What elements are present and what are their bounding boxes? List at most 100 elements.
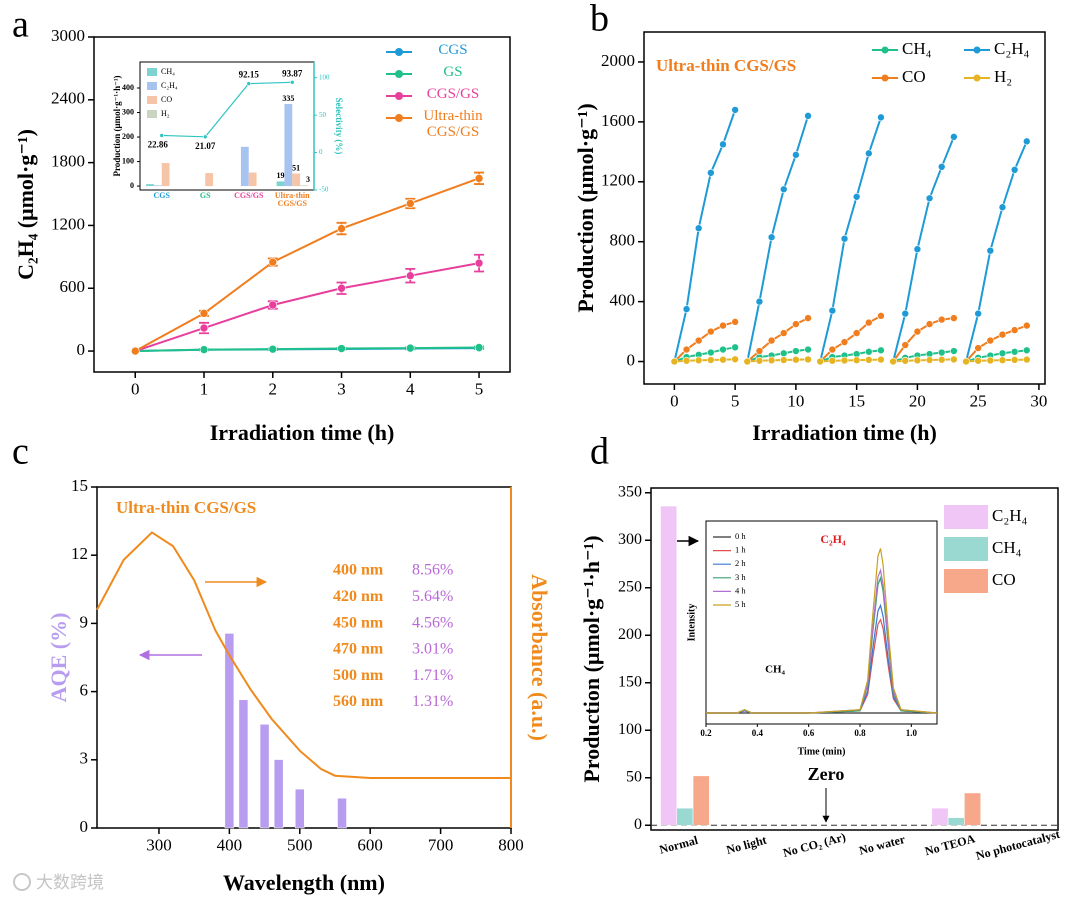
legend-label: CO [161,95,172,104]
marker [889,357,897,366]
marker [767,233,776,242]
x-tick-label: 3 [337,380,346,399]
legend-label-box: GS [443,65,463,80]
aqe-label: 5.64% [412,588,453,605]
y-tick-label: 6 [80,681,89,700]
legend-swatch [147,68,157,76]
marker [731,355,739,364]
x-tick-label: 600 [357,836,383,855]
wavelength-label: 450 nm [333,614,384,631]
marker [804,314,812,322]
series-line [819,117,882,362]
legend-label: H₂ [161,109,170,118]
series-line [706,603,938,714]
x-tick-label: No TEOA [923,831,977,858]
marker [682,305,691,313]
marker [998,356,1007,364]
legend-marker [395,92,403,100]
marker [974,356,982,365]
marker [682,356,691,365]
legend-label: GS [443,65,463,80]
y2-axis-label: Selectivity (%) [334,98,344,155]
marker [743,357,752,366]
x-tick-label: 500 [287,836,313,855]
panel-label: d [590,431,609,473]
legend-label: CH₄ [902,39,932,58]
marker [1022,321,1031,330]
value-label: 22.86 [148,140,169,150]
plot-frame [650,487,1059,831]
x-axis-label: Irradiation time (h) [752,420,937,445]
marker [731,318,739,326]
x-tick-label: 5 [731,392,740,411]
legend-label: CH₄ [161,67,175,76]
y-tick-label: 0 [80,817,89,836]
marker [289,80,295,85]
series-line [673,109,737,362]
marker [719,321,727,330]
legend-label: 0 h [735,531,746,541]
value-label: 21.07 [195,141,216,151]
marker [937,163,946,171]
marker [901,356,910,365]
x-tick-label: No light [725,833,768,857]
aqe-label: 1.71% [412,667,453,684]
marker [731,343,739,352]
legend-label: 4 h [735,585,746,595]
marker [199,323,209,333]
marker [474,258,484,268]
marker [337,224,346,233]
marker [913,327,922,336]
x-tick-label: Normal [658,833,700,857]
annotation: CH₄ [765,664,786,676]
x-tick-label: 0 [131,380,140,399]
x-tick-label: 0.2 [700,728,712,738]
marker [865,318,873,327]
aqe-label: 3.01% [412,641,453,658]
marker [755,347,764,355]
marker [707,169,715,177]
y2-tick-label: -50 [319,186,329,194]
x-tick-label: 2 [269,380,278,399]
wavelength-label: 420 nm [333,588,384,605]
marker [925,194,934,203]
y-tick-label: 100 [122,156,134,165]
marker [474,343,484,352]
marker [840,356,849,365]
legend-label: 3 h [735,572,746,582]
marker [792,355,800,364]
x-tick-label: 0.8 [854,728,866,738]
series-line [96,531,511,779]
x-axis-label: Wavelength (nm) [223,870,385,895]
x-tick-label: 0.4 [752,728,764,738]
marker [1010,347,1019,356]
marker [755,356,764,365]
x-axis-label: Irradiation time (h) [210,420,395,445]
legend-label: C₂H₄ [992,506,1028,525]
marker [804,345,812,354]
marker [828,345,837,354]
marker [694,336,703,345]
marker [731,106,739,114]
y-tick-label: 1800 [51,152,85,171]
marker [1022,346,1031,355]
marker [937,315,946,324]
plot-frame [643,31,1046,385]
watermark: 大数跨境 [36,873,104,893]
y-tick-label: 1200 [51,214,85,233]
marker [202,134,208,140]
y-tick-label: 2400 [51,89,85,108]
marker [950,347,958,355]
y-tick-label: 0 [130,181,134,190]
bar [337,797,347,829]
marker [199,309,209,318]
value-label: 51 [292,163,300,172]
y2-tick-label: 50 [319,111,327,119]
legend-label: Ultra-thin CGS/GS [423,109,483,140]
bar [238,699,249,829]
marker [246,81,252,86]
marker [828,356,837,365]
marker [405,343,415,353]
marker [474,174,484,183]
